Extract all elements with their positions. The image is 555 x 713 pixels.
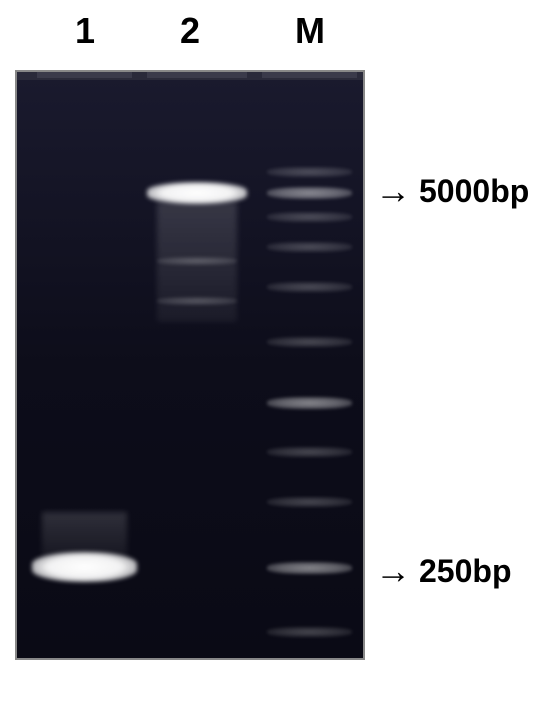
size-marker-5000bp: → 5000bp — [375, 170, 529, 212]
well-M — [262, 72, 357, 78]
marker-band-250 — [267, 562, 352, 574]
marker-band — [267, 212, 352, 222]
lane-2-label: 2 — [180, 10, 200, 52]
marker-band — [267, 282, 352, 292]
size-marker-bottom-text: 250bp — [419, 553, 511, 590]
lane-1-label: 1 — [75, 10, 95, 52]
marker-band — [267, 447, 352, 457]
marker-band — [267, 397, 352, 409]
marker-band — [267, 337, 352, 347]
size-marker-250bp: → 250bp — [375, 550, 511, 592]
size-marker-top-text: 5000bp — [419, 173, 529, 210]
well-area — [17, 72, 363, 80]
lane-M-label: M — [295, 10, 325, 52]
arrow-icon: → — [375, 170, 411, 212]
marker-band — [267, 497, 352, 507]
lane1-smear — [42, 512, 127, 557]
lane2-faint-band-1 — [157, 257, 237, 265]
gel-image — [15, 70, 365, 660]
gel-electrophoresis-figure: 1 2 M → 5000bp → 250b — [0, 0, 555, 713]
marker-band — [267, 627, 352, 637]
marker-band — [267, 167, 352, 177]
marker-band — [267, 242, 352, 252]
arrow-icon: → — [375, 550, 411, 592]
lane2-main-band — [147, 182, 247, 204]
lane2-faint-band-2 — [157, 297, 237, 305]
well-1 — [37, 72, 132, 78]
lane1-main-band — [32, 552, 137, 582]
well-2 — [147, 72, 247, 78]
marker-band-5000 — [267, 187, 352, 199]
